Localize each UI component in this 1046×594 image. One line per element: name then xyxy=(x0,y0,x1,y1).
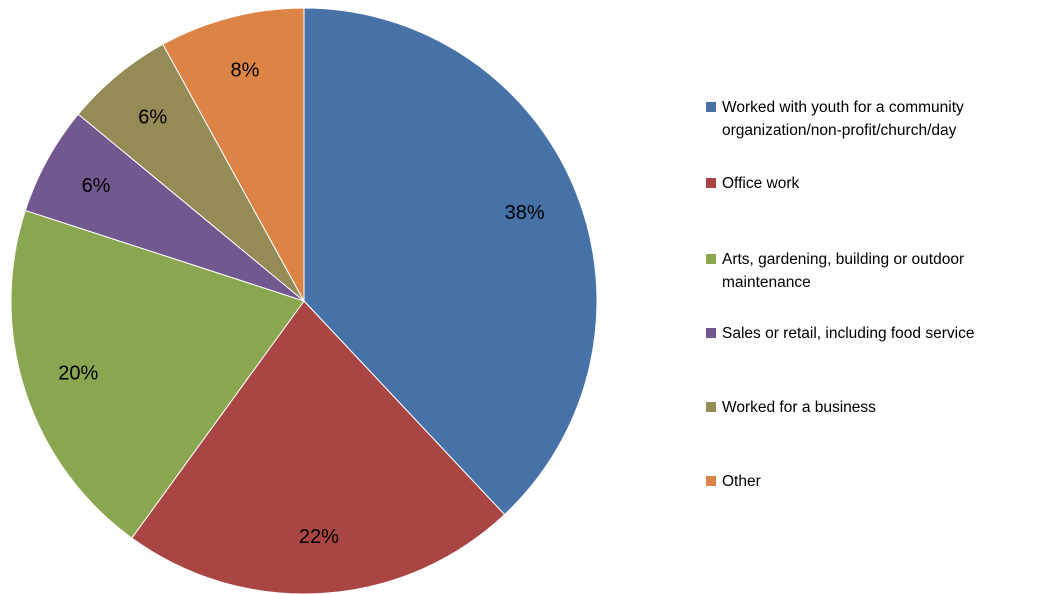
legend-swatch xyxy=(706,476,716,486)
legend-entry: Other xyxy=(706,470,1042,493)
pie-slice xyxy=(303,7,598,516)
data-label: 38% xyxy=(505,202,545,224)
pie-slice xyxy=(162,7,305,302)
legend-swatch xyxy=(706,254,716,264)
legend-swatch xyxy=(706,402,716,412)
legend-entry: Sales or retail, including food service xyxy=(706,322,1042,345)
legend-entry: Arts, gardening, building or outdoor mai… xyxy=(706,248,1042,294)
legend-label: Office work xyxy=(722,175,800,192)
legend-swatch xyxy=(706,102,716,112)
legend-label: Arts, gardening, building or outdoor mai… xyxy=(722,251,965,291)
data-label: 8% xyxy=(231,59,260,81)
data-label: 22% xyxy=(299,526,339,548)
legend-entry: Worked for a business xyxy=(706,396,1042,419)
legend-entry: Office work xyxy=(706,172,1042,195)
data-label: 6% xyxy=(82,175,111,197)
chart: 38% 22% 20% 6% 6% 8% xyxy=(10,7,598,594)
data-label: 6% xyxy=(138,106,167,128)
data-label: 20% xyxy=(58,363,98,385)
legend-swatch xyxy=(706,178,716,188)
legend-label: Other xyxy=(722,473,761,490)
pie-slice xyxy=(131,300,506,594)
legend-label: Worked with youth for a community organi… xyxy=(722,99,964,139)
legend-entry: Worked with youth for a community organi… xyxy=(706,96,1042,142)
legend-swatch xyxy=(706,328,716,338)
legend-label: Worked for a business xyxy=(722,399,876,416)
legend-label: Sales or retail, including food service xyxy=(722,325,975,342)
pie-slice xyxy=(10,209,305,539)
